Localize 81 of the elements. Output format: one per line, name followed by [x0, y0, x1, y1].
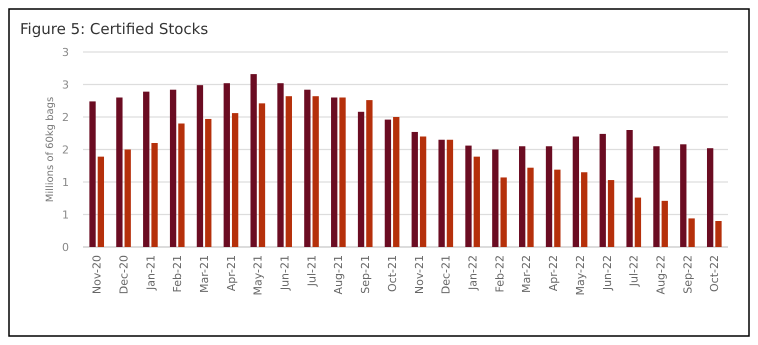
- x-tick-label: Feb-21: [171, 255, 184, 292]
- x-tick-label: Apr-22: [547, 255, 560, 292]
- bar: [196, 85, 204, 247]
- y-tick-label: 2: [62, 110, 69, 124]
- bar: [143, 92, 150, 247]
- bar: [178, 124, 185, 247]
- x-tick-label: Sep-21: [359, 255, 372, 294]
- x-tick-label: Oct-21: [386, 255, 399, 292]
- x-tick-label: Jun-21: [278, 255, 292, 292]
- x-tick-label: Nov-20: [90, 255, 104, 294]
- y-tick-label: 1: [62, 208, 69, 222]
- bar: [706, 148, 714, 247]
- bar: [151, 143, 158, 247]
- bar: [98, 156, 104, 247]
- y-tick-label: 0: [62, 240, 69, 254]
- bar: [331, 98, 338, 247]
- bar: [519, 146, 526, 247]
- x-tick-label: Apr-21: [224, 255, 238, 292]
- bar: [224, 83, 230, 247]
- x-tick-label: May-22: [574, 255, 587, 296]
- bar: [312, 96, 319, 247]
- bar: [474, 156, 480, 247]
- bar: [250, 74, 257, 247]
- x-tick-label: Jan-22: [466, 255, 480, 291]
- x-tick-label: May-21: [252, 255, 265, 296]
- bar: [412, 132, 418, 247]
- y-tick-label: 3: [62, 46, 69, 59]
- bar: [581, 172, 588, 247]
- y-tick-label: 1: [62, 176, 69, 189]
- bar: [554, 170, 561, 247]
- bar: [626, 130, 633, 247]
- x-tick-label: Sep-22: [681, 255, 694, 294]
- bar: [384, 120, 392, 247]
- x-tick-label: Dec-21: [440, 255, 453, 294]
- chart-title: Figure 5: Certified Stocks: [20, 20, 208, 38]
- bar: [116, 98, 123, 247]
- x-tick-label: Mar-22: [520, 255, 534, 294]
- bar: [446, 140, 454, 247]
- bar: [500, 177, 507, 247]
- bar: [438, 140, 445, 247]
- x-tick-label: Nov-21: [412, 255, 426, 294]
- x-tick-label: Oct-22: [708, 255, 722, 292]
- x-tick-label: Jul-21: [305, 255, 318, 288]
- x-tick-label: Aug-21: [332, 255, 346, 294]
- bar: [634, 198, 642, 247]
- bar: [304, 90, 311, 247]
- bar: [608, 180, 614, 247]
- bar: [492, 150, 498, 247]
- bar: [653, 146, 660, 247]
- bar: [680, 144, 686, 247]
- x-tick-label: Aug-22: [654, 255, 668, 294]
- y-tick-label: 3: [62, 78, 69, 92]
- x-tick-label: Jun-22: [600, 255, 614, 292]
- bar: [277, 83, 284, 247]
- bar: [715, 221, 722, 247]
- bar: [205, 118, 212, 247]
- bar: [572, 136, 580, 247]
- x-tick-label: Dec-20: [117, 255, 130, 294]
- bar: [232, 113, 238, 247]
- x-tick-label: Feb-22: [493, 255, 506, 292]
- bar: [170, 90, 176, 247]
- bar: [258, 103, 266, 247]
- bar: [393, 117, 400, 247]
- bar: [662, 200, 668, 247]
- bar: [688, 218, 695, 247]
- bar: [358, 112, 364, 247]
- bar: [124, 150, 131, 247]
- bar: [600, 134, 606, 247]
- x-tick-label: Mar-21: [198, 255, 211, 294]
- bar: [546, 146, 552, 247]
- bar: [366, 100, 373, 247]
- bar: [286, 96, 292, 247]
- y-tick-label: 2: [62, 143, 69, 156]
- bar: [89, 101, 96, 247]
- x-tick-label: Jul-22: [628, 255, 641, 288]
- y-axis-title: Millions of 60kg bags: [45, 96, 56, 202]
- bar: [465, 146, 472, 247]
- x-tick-label: Jan-21: [144, 255, 158, 291]
- bar: [527, 168, 534, 247]
- bar: [420, 136, 426, 247]
- bar: [339, 98, 346, 247]
